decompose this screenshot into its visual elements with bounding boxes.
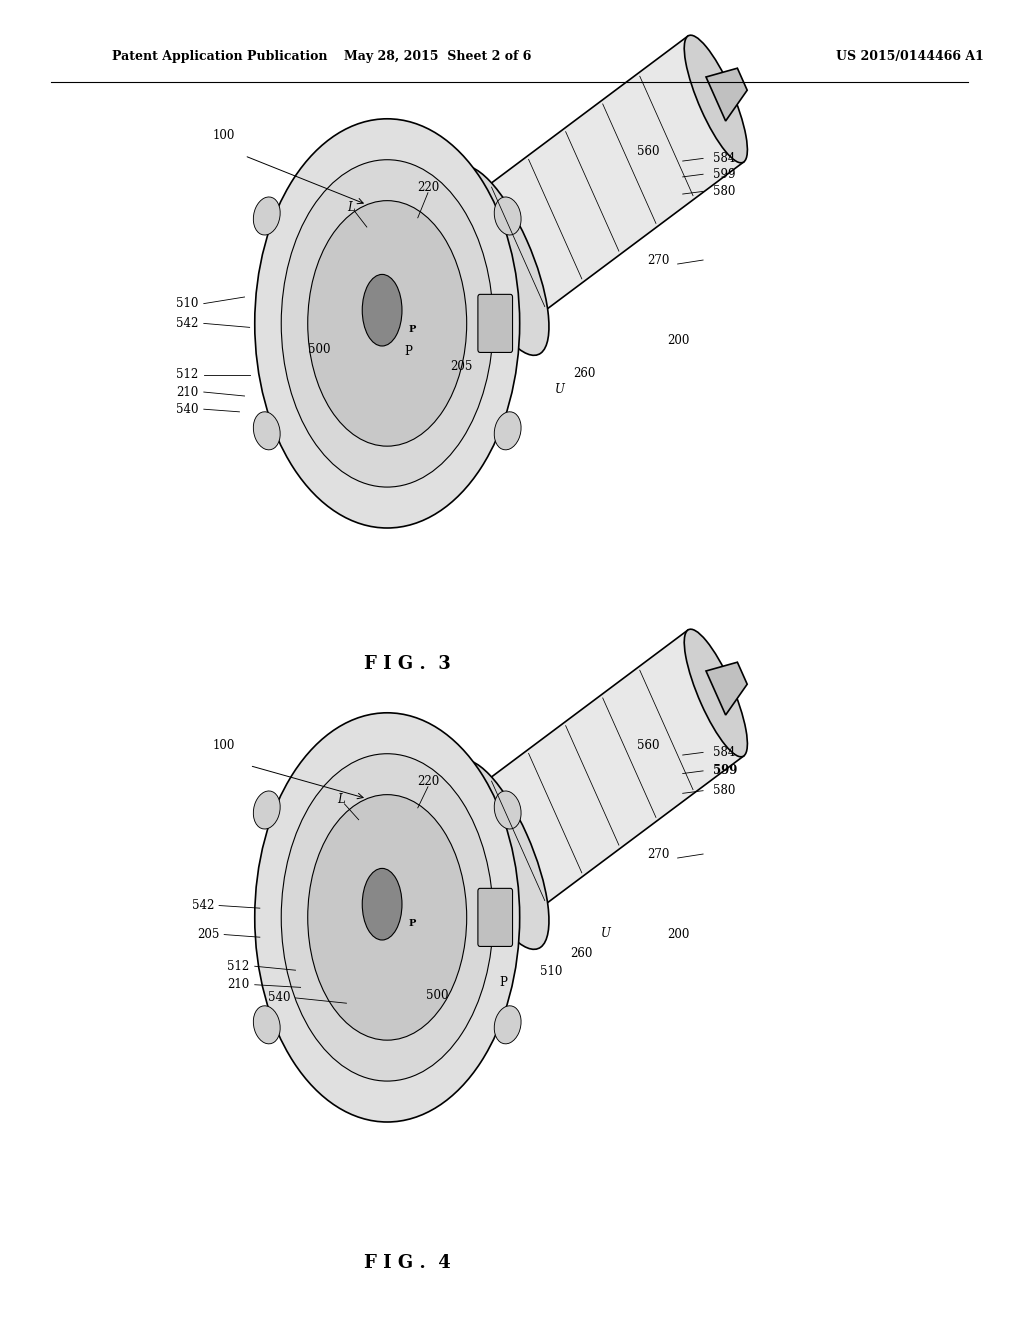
- Text: 584: 584: [714, 152, 735, 165]
- Polygon shape: [706, 663, 748, 715]
- Ellipse shape: [495, 1006, 521, 1044]
- Text: 540: 540: [268, 991, 291, 1005]
- Text: 500: 500: [308, 343, 330, 356]
- Text: 220: 220: [417, 775, 439, 788]
- Text: 500: 500: [426, 989, 449, 1002]
- Text: 560: 560: [637, 739, 659, 752]
- Text: P: P: [500, 975, 507, 989]
- Ellipse shape: [255, 119, 519, 528]
- Ellipse shape: [308, 795, 467, 1040]
- Text: U: U: [601, 927, 611, 940]
- Text: 599: 599: [714, 764, 737, 777]
- Polygon shape: [706, 69, 748, 121]
- Text: 270: 270: [647, 253, 670, 267]
- Ellipse shape: [282, 754, 494, 1081]
- Text: 210: 210: [176, 385, 199, 399]
- Text: 510: 510: [540, 965, 562, 978]
- Text: 584: 584: [714, 746, 735, 759]
- Text: 260: 260: [573, 367, 596, 380]
- Text: U: U: [555, 383, 565, 396]
- Text: Patent Application Publication: Patent Application Publication: [112, 50, 328, 63]
- FancyBboxPatch shape: [478, 294, 513, 352]
- Ellipse shape: [308, 201, 467, 446]
- Text: US 2015/0144466 A1: US 2015/0144466 A1: [836, 50, 983, 63]
- Ellipse shape: [362, 869, 402, 940]
- Text: 100: 100: [213, 129, 236, 143]
- Text: 512: 512: [176, 368, 199, 381]
- Text: L: L: [338, 793, 345, 807]
- Ellipse shape: [362, 275, 402, 346]
- Text: L: L: [348, 201, 355, 214]
- Ellipse shape: [255, 713, 519, 1122]
- Text: 100: 100: [213, 739, 236, 752]
- Ellipse shape: [684, 630, 748, 756]
- Text: 540: 540: [176, 403, 199, 416]
- Text: F I G .  4: F I G . 4: [365, 1254, 451, 1272]
- Text: 220: 220: [417, 181, 439, 194]
- Text: 200: 200: [668, 928, 690, 941]
- Text: 210: 210: [227, 978, 250, 991]
- Ellipse shape: [451, 760, 549, 949]
- Polygon shape: [440, 630, 743, 941]
- Text: 542: 542: [191, 899, 214, 912]
- Text: 205: 205: [197, 928, 219, 941]
- Text: 200: 200: [668, 334, 690, 347]
- Text: 512: 512: [227, 960, 250, 973]
- Text: 599: 599: [714, 168, 736, 181]
- Text: P: P: [409, 920, 417, 928]
- Ellipse shape: [495, 412, 521, 450]
- Ellipse shape: [253, 1006, 281, 1044]
- Ellipse shape: [495, 197, 521, 235]
- Ellipse shape: [282, 160, 494, 487]
- Ellipse shape: [495, 791, 521, 829]
- Text: P: P: [404, 345, 413, 358]
- Polygon shape: [440, 36, 743, 347]
- Text: 580: 580: [714, 784, 735, 797]
- Ellipse shape: [253, 791, 281, 829]
- Text: P: P: [409, 326, 417, 334]
- Text: 580: 580: [714, 185, 735, 198]
- Text: 205: 205: [451, 360, 473, 374]
- Ellipse shape: [451, 166, 549, 355]
- Text: 270: 270: [647, 847, 670, 861]
- Ellipse shape: [253, 197, 281, 235]
- Text: F I G .  3: F I G . 3: [365, 655, 451, 673]
- Text: 260: 260: [570, 946, 593, 960]
- Text: May 28, 2015  Sheet 2 of 6: May 28, 2015 Sheet 2 of 6: [344, 50, 531, 63]
- Text: 542: 542: [176, 317, 199, 330]
- Ellipse shape: [253, 412, 281, 450]
- FancyBboxPatch shape: [478, 888, 513, 946]
- Ellipse shape: [684, 36, 748, 162]
- Text: 560: 560: [637, 145, 659, 158]
- Text: 510: 510: [176, 297, 199, 310]
